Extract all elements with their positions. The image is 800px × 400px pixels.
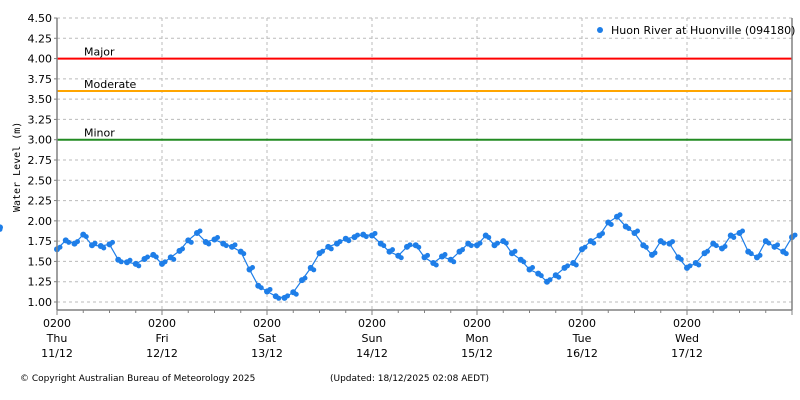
svg-text:Fri: Fri	[155, 332, 168, 345]
y-axis-label: Water Level (m)	[12, 122, 23, 212]
x-axis-ticks: 0200 Thu 11/12 0200 Fri 12/12 0200 Sat 13/12 0200…	[41, 310, 793, 360]
svg-text:0200: 0200	[673, 317, 701, 330]
svg-text:4.25: 4.25	[28, 32, 53, 45]
threshold-major-label: Major	[84, 46, 115, 59]
svg-text:0200: 0200	[358, 317, 386, 330]
updated-timestamp: (Updated: 18/12/2025 02:08 AEDT)	[330, 374, 490, 384]
svg-text:11/12: 11/12	[41, 347, 73, 360]
svg-text:2.25: 2.25	[28, 195, 53, 208]
svg-text:3.25: 3.25	[28, 113, 53, 126]
chart-axes	[56, 18, 793, 311]
svg-text:0200: 0200	[43, 317, 71, 330]
svg-text:0200: 0200	[148, 317, 176, 330]
threshold-minor-label: Minor	[84, 127, 115, 140]
water-level-chart: Major Moderate Minor 4.50 4.25 4.00 3.75 3.50 3…	[0, 12, 798, 360]
legend-label: Huon River at Huonville (094180)	[611, 24, 795, 37]
svg-text:17/12: 17/12	[671, 347, 703, 360]
svg-text:Thu: Thu	[46, 332, 68, 345]
copyright-text: © Copyright Australian Bureau of Meteoro…	[20, 374, 256, 384]
flood-threshold-lines: Major Moderate Minor	[57, 46, 792, 141]
svg-text:Mon: Mon	[465, 332, 488, 345]
svg-text:0200: 0200	[568, 317, 596, 330]
svg-text:3.75: 3.75	[28, 73, 53, 86]
y-axis-ticks: 4.50 4.25 4.00 3.75 3.50 3.25 3.00 2.75 2.50 2.25…	[28, 12, 57, 309]
svg-text:1.25: 1.25	[28, 276, 53, 289]
legend-marker-icon	[597, 27, 603, 33]
legend: Huon River at Huonville (094180)	[597, 24, 795, 37]
svg-text:16/12: 16/12	[566, 347, 598, 360]
svg-text:Sat: Sat	[258, 332, 277, 345]
svg-text:15/12: 15/12	[461, 347, 493, 360]
svg-text:1.00: 1.00	[28, 296, 53, 309]
svg-text:1.50: 1.50	[28, 255, 53, 268]
threshold-moderate-label: Moderate	[84, 78, 137, 91]
grid-lines	[56, 17, 792, 310]
svg-text:Tue: Tue	[572, 332, 592, 345]
svg-text:13/12: 13/12	[251, 347, 283, 360]
svg-text:Wed: Wed	[675, 332, 699, 345]
svg-text:14/12: 14/12	[356, 347, 388, 360]
svg-text:2.00: 2.00	[28, 215, 53, 228]
svg-text:2.50: 2.50	[28, 174, 53, 187]
svg-text:2.75: 2.75	[28, 154, 53, 167]
svg-text:4.50: 4.50	[28, 12, 53, 25]
svg-text:3.50: 3.50	[28, 93, 53, 106]
svg-text:3.00: 3.00	[28, 134, 53, 147]
water-level-series	[0, 212, 798, 301]
svg-text:4.00: 4.00	[28, 53, 53, 66]
svg-text:0200: 0200	[253, 317, 281, 330]
svg-text:Sun: Sun	[362, 332, 383, 345]
svg-text:1.75: 1.75	[28, 235, 53, 248]
svg-text:0200: 0200	[463, 317, 491, 330]
svg-text:12/12: 12/12	[146, 347, 178, 360]
